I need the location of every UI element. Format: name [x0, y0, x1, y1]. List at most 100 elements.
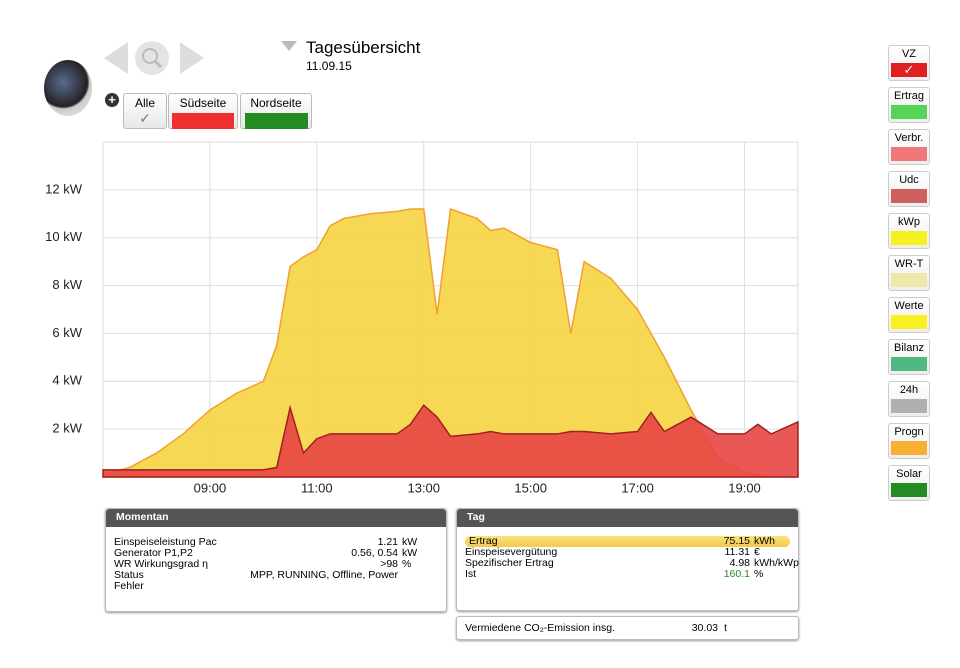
sidebar-swatch — [891, 189, 927, 203]
panel-row: Ertrag 75.15 kWh — [465, 536, 790, 547]
row-label: Spezifischer Ertrag — [465, 557, 554, 569]
row-value: 30.03 — [691, 622, 718, 634]
nav-buttons — [104, 41, 204, 75]
x-tick-label: 15:00 — [514, 480, 547, 495]
sidebar-button[interactable]: Solar — [888, 465, 930, 501]
y-tick-label: 8 kW — [52, 277, 82, 292]
row-value: 4.98 — [729, 557, 750, 569]
row-value: 75.15 — [723, 535, 750, 547]
panel-header: Momentan — [106, 509, 446, 527]
y-tick-label: 2 kW — [52, 421, 82, 436]
sidebar-button[interactable]: 24h — [888, 381, 930, 417]
chart: 2 kW 4 kW 6 kW 8 kW 10 kW 12 kW 09:00 11:00 13:0… — [45, 141, 799, 495]
sidebar-swatch — [891, 273, 927, 287]
row-value: 0.56, 0.54 — [351, 547, 398, 559]
sidebar-button[interactable]: Ertrag — [888, 87, 930, 123]
sidebar-label: Ertrag — [894, 90, 924, 102]
tab-label: Alle — [134, 96, 155, 110]
sidebar-button[interactable]: VZ ✓ — [888, 45, 930, 81]
row-value: MPP, RUNNING, Offline, Power — [250, 569, 398, 581]
row-label: Generator P1,P2 — [114, 547, 193, 559]
row-value: >98 — [380, 558, 398, 570]
panel-body: Einspeiseleistung Pac 1.21 kW Generator P1,… — [106, 537, 446, 592]
add-button[interactable]: + — [105, 93, 119, 107]
sidebar-button[interactable]: WR-T — [888, 255, 930, 291]
row-unit: kWh/kWp — [754, 557, 799, 569]
sidebar-button[interactable]: Verbr. — [888, 129, 930, 165]
next-button[interactable] — [180, 42, 204, 74]
sidebar-swatch — [891, 105, 927, 119]
y-tick-label: 10 kW — [45, 229, 83, 244]
row-label: WR Wirkungsgrad η — [114, 558, 208, 570]
panel-row: Vermiedene CO₂-Emission insg. 30.03 t — [465, 623, 790, 634]
y-tick-label: 6 kW — [52, 325, 82, 340]
tab-alle[interactable]: Alle ✓ — [123, 93, 167, 129]
row-label: Fehler — [114, 580, 144, 592]
area — [102, 404, 799, 478]
x-tick-label: 19:00 — [728, 480, 761, 495]
panel-row: Status MPP, RUNNING, Offline, Power — [114, 570, 438, 581]
sidebar-label: WR-T — [894, 258, 924, 270]
row-value: 11.31 — [724, 546, 751, 558]
x-tick-label: 13:00 — [407, 480, 440, 495]
tab-nord[interactable]: Nordseite — [240, 93, 312, 129]
sidebar-swatch — [891, 399, 927, 413]
sidebar-swatch — [891, 357, 927, 371]
row-label: Ertrag — [469, 535, 498, 547]
sidebar-label: Bilanz — [894, 342, 924, 354]
row-label: Einspeiseleistung Pac — [114, 536, 217, 548]
panel-row: Generator P1,P2 0.56, 0.54 kW — [114, 548, 438, 559]
sidebar-button[interactable]: Bilanz — [888, 339, 930, 375]
tab-label: Nordseite — [250, 96, 302, 110]
row-label: Status — [114, 569, 144, 581]
sidebar-swatch — [891, 315, 927, 329]
panel-row: Fehler — [114, 581, 438, 592]
sidebar-button[interactable]: kWp — [888, 213, 930, 249]
y-tick-label: 12 kW — [45, 181, 83, 196]
panel-row: Einspeiseleistung Pac 1.21 kW — [114, 537, 438, 548]
dropdown-arrow[interactable] — [280, 40, 298, 54]
sidebar-swatch: ✓ — [891, 63, 927, 77]
logo — [44, 60, 92, 116]
tab-sued[interactable]: Südseite — [168, 93, 238, 129]
panel-tag: Tag Ertrag 75.15 kWh Einspeisevergütung 11.31… — [456, 508, 799, 611]
row-unit: t — [724, 622, 727, 634]
sidebar-button[interactable]: Werte — [888, 297, 930, 333]
date: 11.09.15 — [306, 59, 352, 73]
sidebar-swatch — [891, 483, 927, 497]
y-tick-label: 4 kW — [52, 373, 82, 388]
panel-row: Einspeisevergütung 11.31 € — [465, 547, 790, 558]
panel-row: Ist 160.1% — [465, 569, 790, 580]
sidebar-label: kWp — [898, 216, 920, 228]
sidebar-label: Solar — [896, 468, 922, 480]
sidebar-label: Progn — [894, 426, 924, 438]
row-value: 1.21 — [377, 536, 398, 548]
sidebar-label: 24h — [899, 384, 919, 396]
panel-row: WR Wirkungsgrad η >98% — [114, 559, 438, 570]
sidebar-button[interactable]: Udc — [888, 171, 930, 207]
row-unit: kW — [402, 536, 418, 548]
sidebar-swatch — [891, 147, 927, 161]
x-tick-label: 09:00 — [194, 480, 227, 495]
row-unit: € — [754, 546, 760, 558]
sidebar-button[interactable]: Progn — [888, 423, 930, 459]
panel-momentan: Momentan Einspeiseleistung Pac 1.21 kW Gener… — [105, 508, 447, 612]
sidebar-label: Verbr. — [894, 132, 924, 144]
title: Tagesübersicht — [306, 38, 421, 57]
row-unit: kW — [402, 547, 418, 559]
sidebar-swatch — [891, 231, 927, 245]
panel-co2: Vermiedene CO₂-Emission insg. 30.03 t — [456, 616, 799, 640]
panel-row: Spezifischer Ertrag 4.98 kWh/kWp — [465, 557, 799, 569]
x-tick-label: 17:00 — [621, 480, 654, 495]
sidebar-label: Udc — [899, 174, 919, 186]
tab-label: Südseite — [179, 96, 227, 110]
row-unit: % — [754, 568, 764, 580]
row-value: 160.1 — [723, 568, 750, 580]
row-unit: % — [402, 558, 412, 570]
sidebar-label: Werte — [894, 300, 924, 312]
sidebar-label: VZ — [901, 48, 917, 60]
prev-button[interactable] — [104, 42, 128, 74]
sidebar-swatch — [891, 441, 927, 455]
row-label: Ist — [465, 568, 477, 580]
